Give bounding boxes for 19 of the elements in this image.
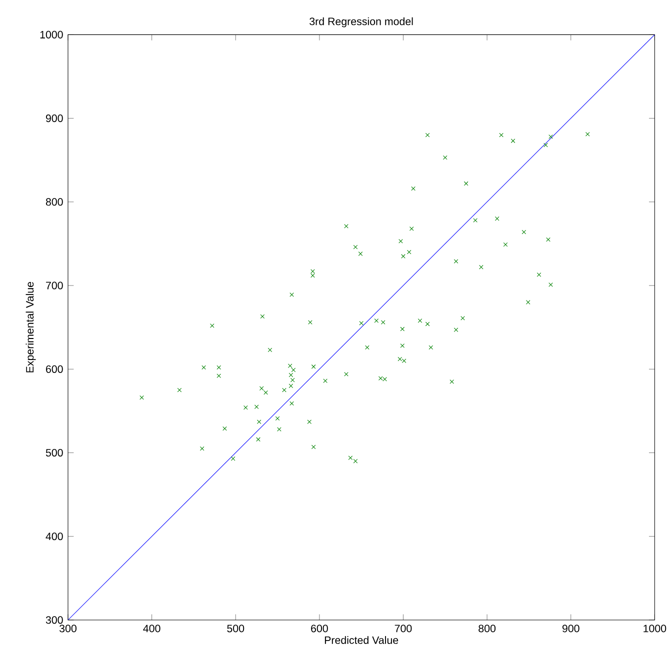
x-tick-label: 800 xyxy=(478,624,496,632)
chart-title: 3rd Regression model xyxy=(310,17,413,28)
x-tick-label: 300 xyxy=(60,624,76,632)
y-axis-title: Experimental Value xyxy=(26,282,36,372)
y-tick-label: 1000 xyxy=(40,30,63,38)
x-tick-label: 1000 xyxy=(644,624,666,632)
x-axis-title: Predicted Value xyxy=(324,636,398,644)
y-tick-label: 700 xyxy=(46,282,63,290)
x-tick-label: 900 xyxy=(562,624,580,632)
x-tick-label: 500 xyxy=(227,624,244,632)
x-tick-label: 400 xyxy=(143,624,160,632)
y-tick-label: 500 xyxy=(46,448,63,457)
y-tick-label: 300 xyxy=(46,616,63,624)
y-tick-label: 800 xyxy=(46,198,63,206)
y-tick-label: 600 xyxy=(46,365,63,373)
y-tick-label: 900 xyxy=(46,114,63,122)
y-tick-label: 400 xyxy=(46,532,63,540)
x-tick-label: 600 xyxy=(311,624,328,632)
x-tick-label: 700 xyxy=(394,624,412,632)
